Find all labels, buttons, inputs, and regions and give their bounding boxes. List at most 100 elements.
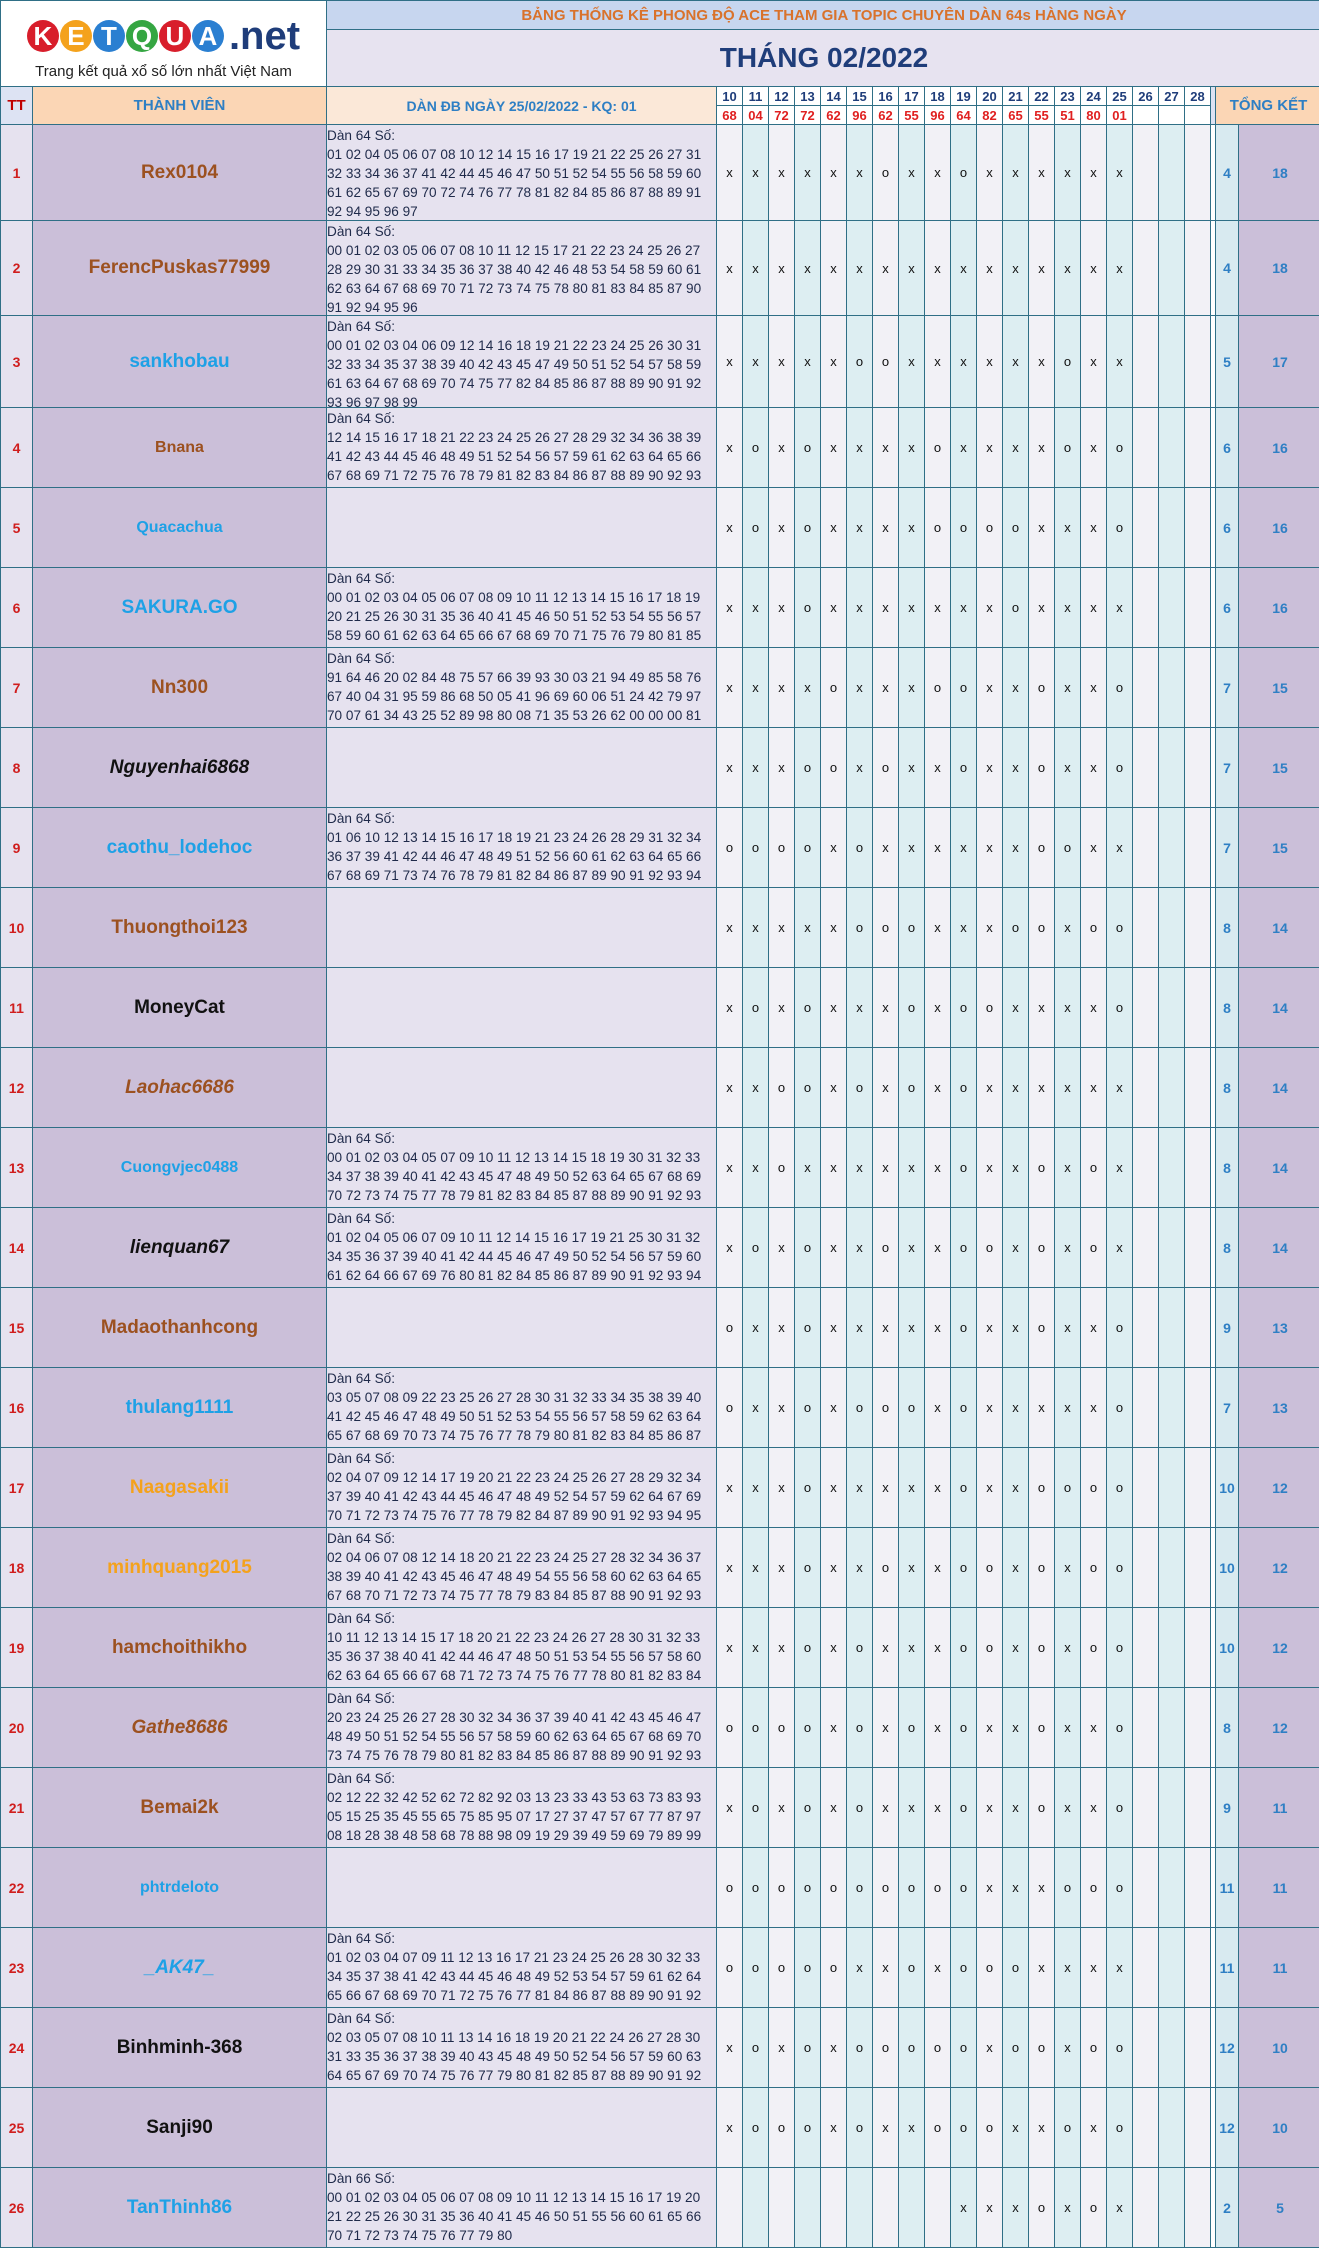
member-name[interactable]: _AK47_ [32, 1927, 327, 2008]
member-name[interactable]: Nguyenhai6868 [32, 727, 327, 808]
day-mark: x [820, 2007, 847, 2088]
day-mark: x [742, 647, 769, 728]
day-mark [1184, 1767, 1211, 1848]
member-name[interactable]: phtrdeloto [32, 1847, 327, 1928]
day-mark: x [1028, 407, 1055, 488]
day-mark: x [742, 1367, 769, 1448]
day-mark [1132, 487, 1159, 568]
day-mark: x [872, 2087, 899, 2168]
day-mark: x [1080, 1287, 1107, 1368]
stat-count: 10 [1215, 1607, 1239, 1688]
member-name[interactable]: Thuongthoi123 [32, 887, 327, 968]
result-value: 72 [794, 105, 821, 125]
day-mark: x [1080, 1927, 1107, 2008]
member-name[interactable]: caothu_lodehoc [32, 807, 327, 888]
member-name[interactable]: SAKURA.GO [32, 567, 327, 648]
member-name[interactable]: lienquan67 [32, 1207, 327, 1288]
day-mark: o [768, 1927, 795, 2008]
day-mark: o [872, 1527, 899, 1608]
member-name[interactable]: FerencPuskas77999 [32, 220, 327, 316]
day-mark: x [1002, 1127, 1029, 1208]
day-mark: o [1028, 1527, 1055, 1608]
day-mark: x [1002, 1607, 1029, 1688]
dan-numbers [326, 887, 717, 968]
member-name[interactable]: Gathe8686 [32, 1687, 327, 1768]
day-mark: x [742, 315, 769, 408]
row-number: 16 [0, 1367, 33, 1448]
member-name[interactable]: Laohac6686 [32, 1047, 327, 1128]
day-mark: x [716, 407, 743, 488]
member-name[interactable]: Nn300 [32, 647, 327, 728]
day-mark: o [742, 1847, 769, 1928]
day-mark: x [1002, 2167, 1029, 2248]
day-mark: x [950, 315, 977, 408]
day-mark [1132, 1367, 1159, 1448]
day-mark: o [1106, 727, 1133, 808]
day-mark: x [1054, 647, 1081, 728]
member-name[interactable]: sankhobau [32, 315, 327, 408]
day-mark: x [1002, 407, 1029, 488]
row-number: 10 [0, 887, 33, 968]
day-mark: o [1028, 1127, 1055, 1208]
row-number: 13 [0, 1127, 33, 1208]
day-mark: o [794, 1287, 821, 1368]
member-name[interactable]: Bemai2k [32, 1767, 327, 1848]
member-name[interactable]: thulang1111 [32, 1367, 327, 1448]
day-mark: x [924, 315, 951, 408]
member-name[interactable]: TanThinh86 [32, 2167, 327, 2248]
day-mark: o [846, 315, 873, 408]
day-mark: x [1002, 220, 1029, 316]
logo[interactable]: K E T Q U A .net Trang kết quả xổ số lớn nhất … [0, 0, 327, 87]
day-mark: x [794, 1127, 821, 1208]
table-row: 3 sankhobau Dàn 64 Số: 00 01 02 03 04 06 0… [0, 315, 1319, 408]
day-mark: x [950, 567, 977, 648]
member-name[interactable]: MoneyCat [32, 967, 327, 1048]
member-name[interactable]: Naagasakii [32, 1447, 327, 1528]
day-mark: x [898, 1527, 925, 1608]
day-mark: x [1002, 1527, 1029, 1608]
day-mark: x [924, 1527, 951, 1608]
member-name[interactable]: Madaothanhcong [32, 1287, 327, 1368]
brand-suffix: .net [228, 13, 301, 58]
member-name[interactable]: Quacachua [32, 487, 327, 568]
table-row: 23 _AK47_ Dàn 64 Số: 01 02 03 04 07 09 11 … [0, 1927, 1319, 2008]
day-mark: o [716, 1927, 743, 2008]
day-mark: x [924, 567, 951, 648]
day-mark: o [716, 1287, 743, 1368]
day-mark [794, 2167, 821, 2248]
day-mark: x [872, 407, 899, 488]
result-value: 55 [1028, 105, 1055, 125]
day-mark: x [898, 315, 925, 408]
day-mark: o [1028, 1207, 1055, 1288]
day-mark: x [768, 315, 795, 408]
member-name[interactable]: Sanji90 [32, 2087, 327, 2168]
member-name[interactable]: Binhminh-368 [32, 2007, 327, 2088]
day-mark: x [1106, 315, 1133, 408]
member-name[interactable]: Rex0104 [32, 124, 327, 221]
day-mark: o [924, 1847, 951, 1928]
table-row: 20 Gathe8686 Dàn 64 Số: 20 23 24 25 26 27 … [0, 1687, 1319, 1768]
brand-tagline: Trang kết quả xổ số lớn nhất Việt Nam [35, 63, 292, 80]
day-mark [1132, 567, 1159, 648]
day-mark: o [742, 967, 769, 1048]
day-mark: o [1054, 1847, 1081, 1928]
member-name[interactable]: minhquang2015 [32, 1527, 327, 1608]
dan-text: Dàn 64 Số: 10 11 12 13 14 15 17 18 20 21… [327, 1610, 702, 1683]
day-mark: o [794, 1207, 821, 1288]
table-row: 1 Rex0104 Dàn 64 Số: 01 02 04 05 06 07 08 … [0, 124, 1319, 221]
member-name[interactable]: Cuongvjec0488 [32, 1127, 327, 1208]
day-mark: o [1054, 2087, 1081, 2168]
day-mark [1132, 647, 1159, 728]
day-mark: x [1080, 967, 1107, 1048]
row-number: 7 [0, 647, 33, 728]
dan-numbers: Dàn 64 Số: 20 23 24 25 26 27 28 30 32 34… [326, 1687, 717, 1768]
day-mark: x [742, 220, 769, 316]
result-value: 04 [742, 105, 769, 125]
member-name[interactable]: Bnana [32, 407, 327, 488]
day-mark: x [794, 315, 821, 408]
day-mark: x [976, 1127, 1003, 1208]
day-mark [742, 2167, 769, 2248]
member-name[interactable]: hamchoithikho [32, 1607, 327, 1688]
day-mark: x [1028, 487, 1055, 568]
dan-numbers: Dàn 64 Số: 12 14 15 16 17 18 21 22 23 24… [326, 407, 717, 488]
